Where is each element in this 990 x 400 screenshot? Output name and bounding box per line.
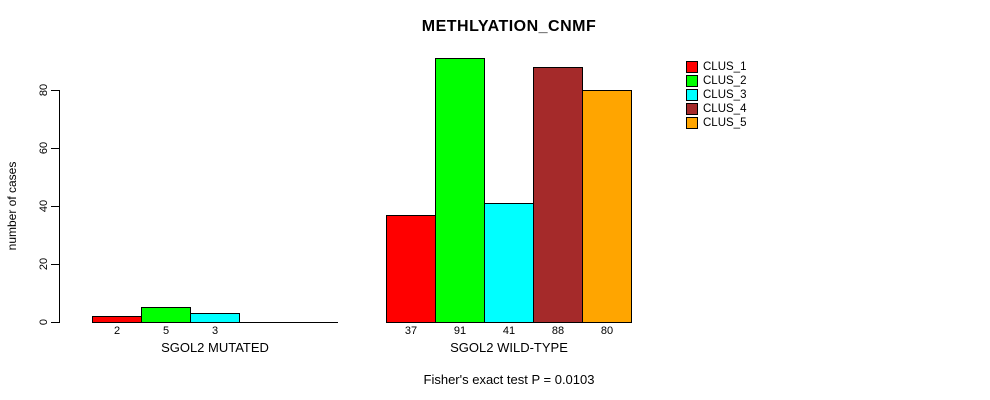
bar-value-label: 5 (162, 325, 170, 337)
bar-clus_2-group1 (141, 307, 191, 323)
bar-value-label: 88 (551, 325, 565, 337)
bar-clus_1-group1 (92, 316, 142, 323)
legend-label: CLUS_2 (703, 75, 747, 87)
bar-value-label: 2 (113, 325, 121, 337)
legend-row-clus_4: CLUS_4 (686, 102, 746, 116)
group-label-sgol2-mutated: SGOL2 MUTATED (161, 340, 269, 355)
legend-label: CLUS_4 (703, 103, 747, 115)
annotation-fisher-test: Fisher's exact test P = 0.0103 (423, 372, 595, 387)
bar-clus_1-group2 (386, 215, 436, 323)
chart-title: METHLYATION_CNMF (421, 18, 597, 35)
y-axis-label: number of cases (5, 161, 19, 251)
y-axis-tick (51, 322, 59, 323)
legend-label: CLUS_5 (703, 117, 747, 129)
legend-swatch-clus_2 (686, 75, 698, 87)
bar-value-label: 37 (404, 325, 418, 337)
bar-value-label: 80 (600, 325, 614, 337)
bar-value-label: 3 (211, 325, 219, 337)
legend-label: CLUS_3 (703, 89, 747, 101)
bar-value-label: 41 (502, 325, 516, 337)
legend: CLUS_1 CLUS_2 CLUS_3 CLUS_4 CLUS_5 (686, 60, 746, 130)
legend-swatch-clus_5 (686, 117, 698, 129)
bar-clus_4-group2 (533, 67, 583, 323)
bar-value-label: 91 (453, 325, 467, 337)
legend-swatch-clus_1 (686, 61, 698, 73)
y-axis-tick-label: 20 (38, 257, 50, 271)
legend-row-clus_5: CLUS_5 (686, 116, 746, 130)
legend-row-clus_2: CLUS_2 (686, 74, 746, 88)
legend-label: CLUS_1 (703, 61, 747, 73)
y-axis-tick (51, 148, 59, 149)
y-axis-tick-label: 40 (38, 199, 50, 213)
bar-clus_3-group2 (484, 203, 534, 323)
legend-row-clus_3: CLUS_3 (686, 88, 746, 102)
legend-swatch-clus_3 (686, 89, 698, 101)
group-label-sgol2-wild-type: SGOL2 WILD-TYPE (450, 340, 568, 355)
y-axis-tick-label: 60 (38, 141, 50, 155)
bar-clus_5-group2 (582, 90, 632, 323)
legend-row-clus_1: CLUS_1 (686, 60, 746, 74)
bar-clus_2-group2 (435, 58, 485, 323)
y-axis-line (59, 90, 60, 323)
legend-swatch-clus_4 (686, 103, 698, 115)
y-axis-tick-label: 0 (38, 318, 50, 326)
y-axis-tick (51, 90, 59, 91)
y-axis-tick-label: 80 (38, 83, 50, 97)
y-axis-tick (51, 264, 59, 265)
bar-clus_3-group1 (190, 313, 240, 323)
y-axis-tick (51, 206, 59, 207)
